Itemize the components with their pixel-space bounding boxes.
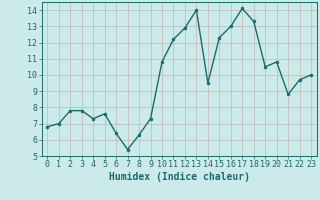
X-axis label: Humidex (Indice chaleur): Humidex (Indice chaleur) [109, 172, 250, 182]
